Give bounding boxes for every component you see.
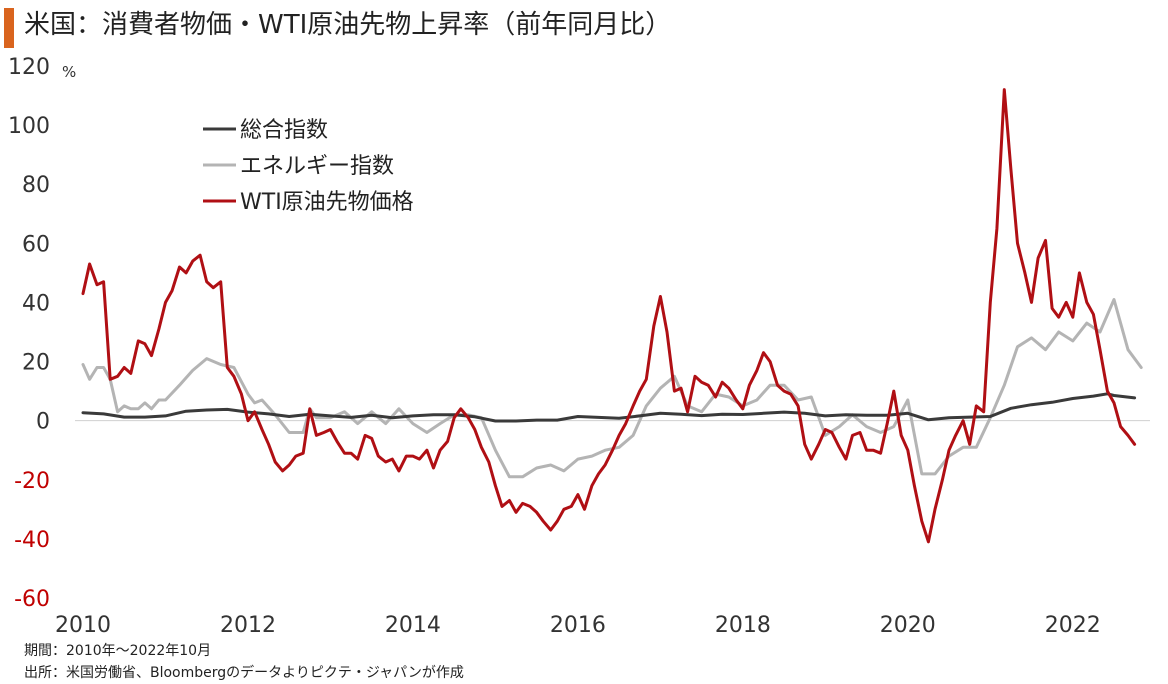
x-tick-label: 2010 [55, 613, 111, 638]
y-tick-label: -60 [14, 587, 50, 612]
y-tick-label: 60 [22, 232, 50, 257]
legend-label: エネルギー指数 [240, 154, 394, 179]
x-tick-label: 2020 [880, 613, 936, 638]
x-tick-label: 2016 [550, 613, 606, 638]
x-tick-label: 2014 [385, 613, 441, 638]
y-tick-label: 20 [22, 351, 50, 376]
footer-source: 出所：米国労働省、Bloombergのデータよりピクテ・ジャパンが作成 [24, 665, 464, 681]
y-unit-label: % [62, 63, 76, 81]
y-tick-label: 120 [8, 55, 50, 80]
series-line-0 [81, 392, 1137, 423]
y-tick-label: 0 [36, 410, 50, 435]
y-axis: 120 100 80 60 40 20 0 -20 -40 -60% [8, 55, 1150, 612]
chart-title: 米国：消費者物価・WTI原油先物上昇率（前年同月比） [24, 10, 672, 40]
x-tick-label: 2022 [1045, 613, 1101, 638]
title-accent-bar [4, 8, 14, 48]
legend-label: WTI原油先物価格 [240, 190, 414, 215]
series-layer [81, 88, 1143, 544]
x-tick-label: 2012 [220, 613, 276, 638]
y-tick-label: -40 [14, 528, 50, 553]
series-line-2 [81, 88, 1137, 544]
x-tick-label: 2018 [715, 613, 771, 638]
y-tick-label: 100 [8, 114, 50, 139]
y-tick-label: -20 [14, 469, 50, 494]
y-tick-label: 80 [22, 173, 50, 198]
x-axis: 2010 2012 2014 2016 2018 2020 2022 [55, 613, 1101, 638]
footer-period: 期間：2010年～2022年10月 [24, 643, 212, 659]
y-tick-label: 40 [22, 291, 50, 316]
legend-label: 総合指数 [240, 118, 328, 143]
